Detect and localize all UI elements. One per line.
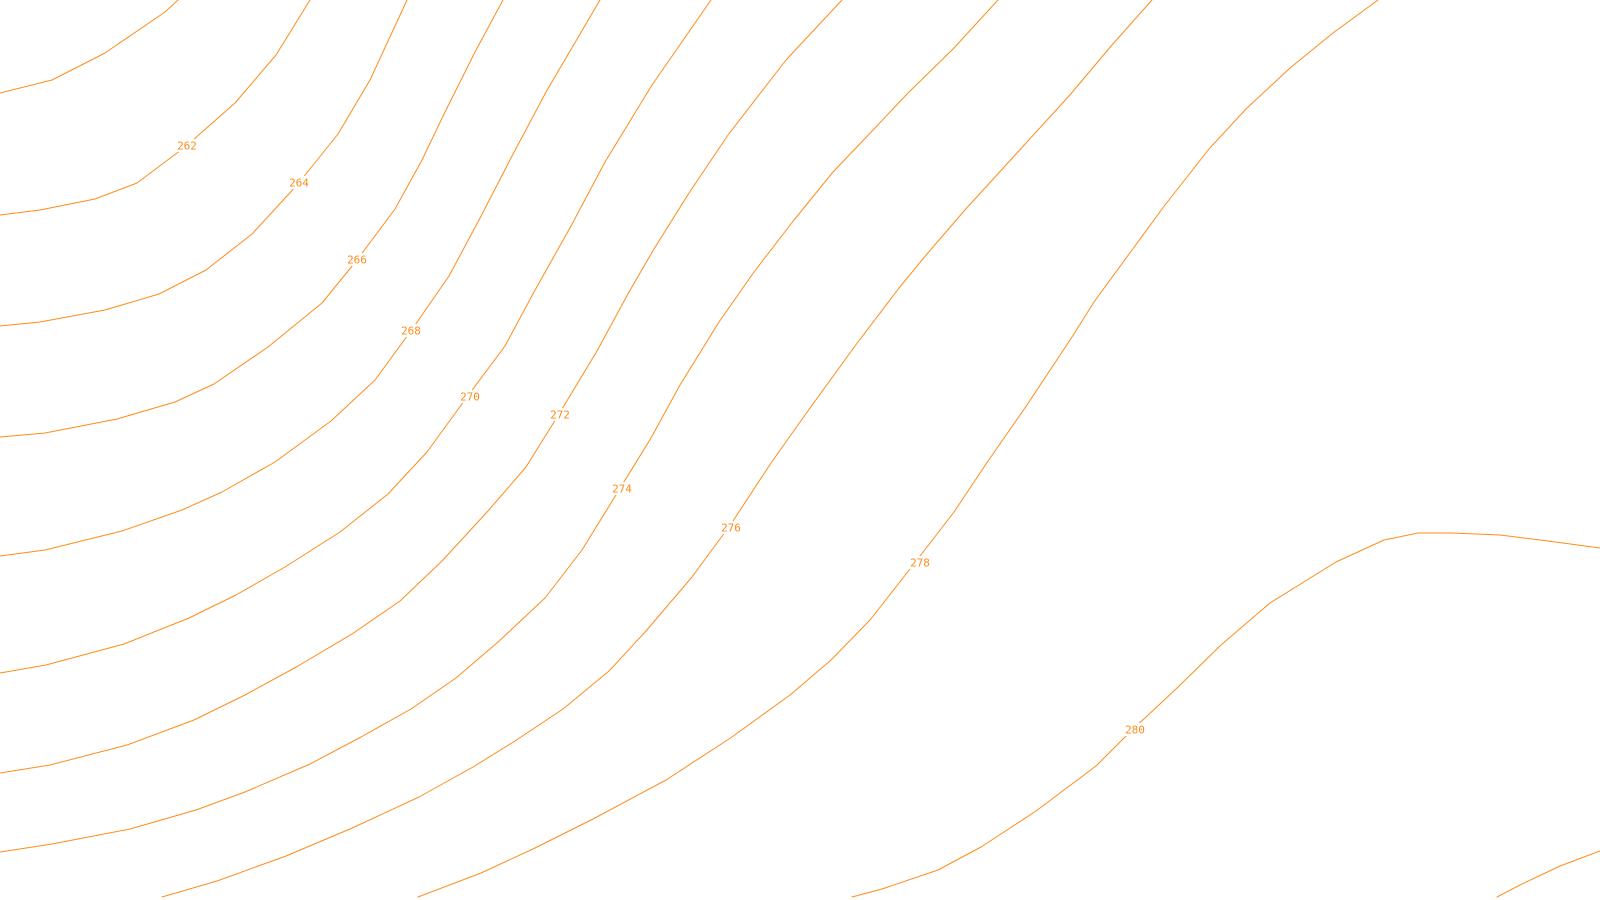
contour-label-276: 276 xyxy=(721,522,741,535)
contour-line-280b xyxy=(1496,850,1600,898)
contour-line-264 xyxy=(0,0,408,327)
contour-line-260 xyxy=(0,0,179,94)
contour-label-272: 272 xyxy=(550,409,570,422)
label-halo-268 xyxy=(399,324,423,337)
contour-line-262 xyxy=(0,0,311,216)
label-halo-266 xyxy=(345,253,369,266)
contour-labels: 262 264 266 268 270 272 274 276 278 280 xyxy=(175,139,1147,737)
contour-line-272 xyxy=(0,0,843,774)
label-halo-278 xyxy=(908,556,932,569)
label-halo-274 xyxy=(610,482,634,495)
contour-line-270 xyxy=(0,0,712,674)
contour-line-278 xyxy=(417,0,1379,898)
contour-line-276 xyxy=(161,0,1153,898)
contour-label-262: 262 xyxy=(177,140,197,153)
contour-label-278: 278 xyxy=(910,557,930,570)
label-halo-276 xyxy=(719,521,743,534)
contour-label-264: 264 xyxy=(289,177,309,190)
label-halo-280 xyxy=(1123,723,1147,736)
contour-label-268: 268 xyxy=(401,325,421,338)
contour-line-280 xyxy=(851,532,1600,898)
label-halo-262 xyxy=(175,139,199,152)
label-halo-272 xyxy=(548,408,572,421)
contour-label-270: 270 xyxy=(460,391,480,404)
contour-label-280: 280 xyxy=(1125,724,1145,737)
contour-line-266 xyxy=(0,0,504,438)
contour-label-266: 266 xyxy=(347,254,367,267)
label-halo-264 xyxy=(287,176,311,189)
contour-line-274 xyxy=(0,0,999,853)
contour-label-274: 274 xyxy=(612,483,632,496)
contour-line-268 xyxy=(0,0,601,557)
label-halo-270 xyxy=(458,390,482,403)
